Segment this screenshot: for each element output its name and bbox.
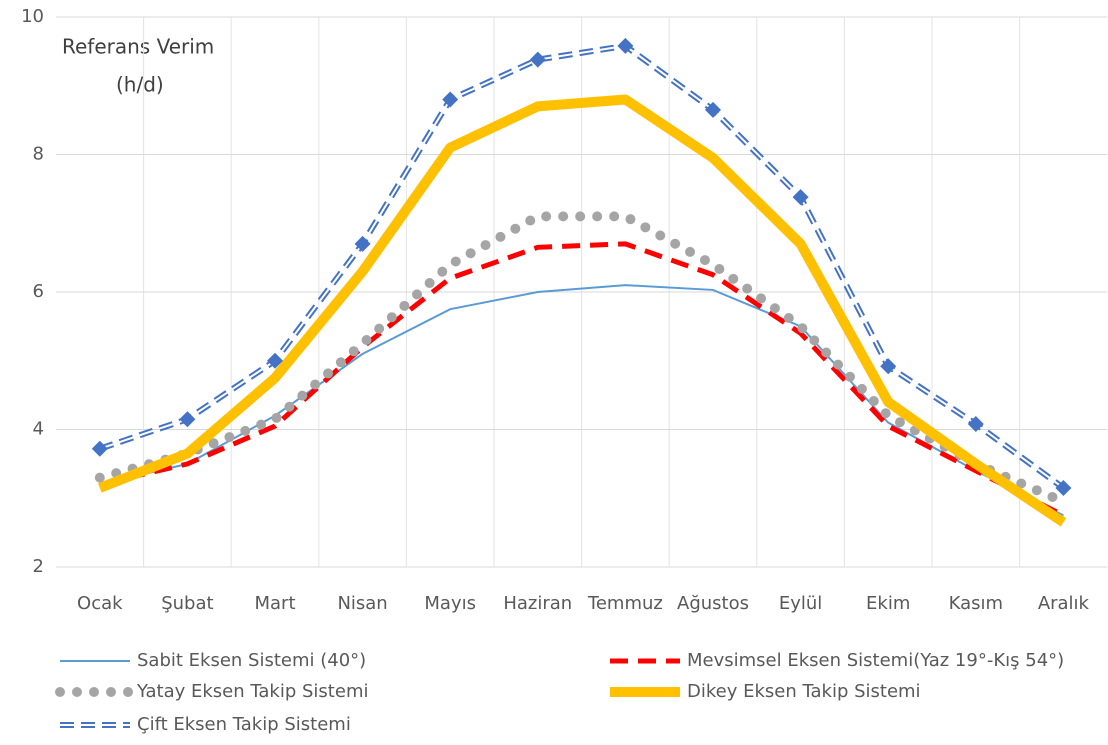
annotation: (h/d) bbox=[116, 73, 164, 97]
legend-label: Mevsimsel Eksen Sistemi(Yaz 19°-Kış 54°) bbox=[687, 650, 1064, 671]
point-marker bbox=[1055, 479, 1072, 496]
x-tick-label: Ocak bbox=[77, 593, 123, 614]
series-line bbox=[94, 211, 1069, 507]
point-marker bbox=[91, 440, 108, 457]
x-tick-label: Aralık bbox=[1038, 593, 1090, 614]
point-marker bbox=[354, 235, 371, 252]
y-tick-label: 10 bbox=[21, 6, 44, 27]
annotation: Referans Verim bbox=[62, 35, 214, 59]
x-tick-label: Haziran bbox=[503, 593, 572, 614]
x-tick-label: Nisan bbox=[337, 593, 387, 614]
y-tick-label: 2 bbox=[33, 556, 44, 577]
point-marker bbox=[880, 358, 897, 375]
x-tick-label: Mart bbox=[254, 593, 295, 614]
legend-label: Yatay Eksen Takip Sistemi bbox=[136, 681, 368, 702]
y-tick-label: 8 bbox=[33, 144, 44, 165]
point-marker bbox=[179, 411, 196, 428]
x-tick-label: Mayıs bbox=[424, 593, 476, 614]
point-marker bbox=[529, 51, 546, 68]
series-line bbox=[99, 44, 1064, 489]
x-tick-label: Eylül bbox=[779, 593, 822, 614]
point-marker bbox=[617, 37, 634, 54]
point-marker bbox=[705, 101, 721, 118]
legend-label: Sabit Eksen Sistemi (40°) bbox=[137, 650, 366, 671]
legend-label: Çift Eksen Takip Sistemi bbox=[137, 714, 351, 735]
legend-label: Dikey Eksen Takip Sistemi bbox=[687, 681, 921, 702]
y-tick-label: 4 bbox=[33, 419, 44, 440]
point-marker bbox=[792, 189, 809, 206]
x-tick-label: Temmuz bbox=[587, 593, 663, 614]
x-tick-label: Kasım bbox=[949, 593, 1003, 614]
x-tick-label: Ekim bbox=[866, 593, 910, 614]
x-tick-label: Ağustos bbox=[677, 593, 749, 614]
series-line bbox=[99, 241, 1065, 518]
y-tick-label: 6 bbox=[33, 281, 44, 302]
series-line bbox=[97, 94, 1067, 527]
x-tick-label: Şubat bbox=[161, 593, 213, 614]
point-marker bbox=[267, 352, 283, 369]
point-marker bbox=[442, 91, 459, 108]
point-marker bbox=[967, 416, 984, 432]
